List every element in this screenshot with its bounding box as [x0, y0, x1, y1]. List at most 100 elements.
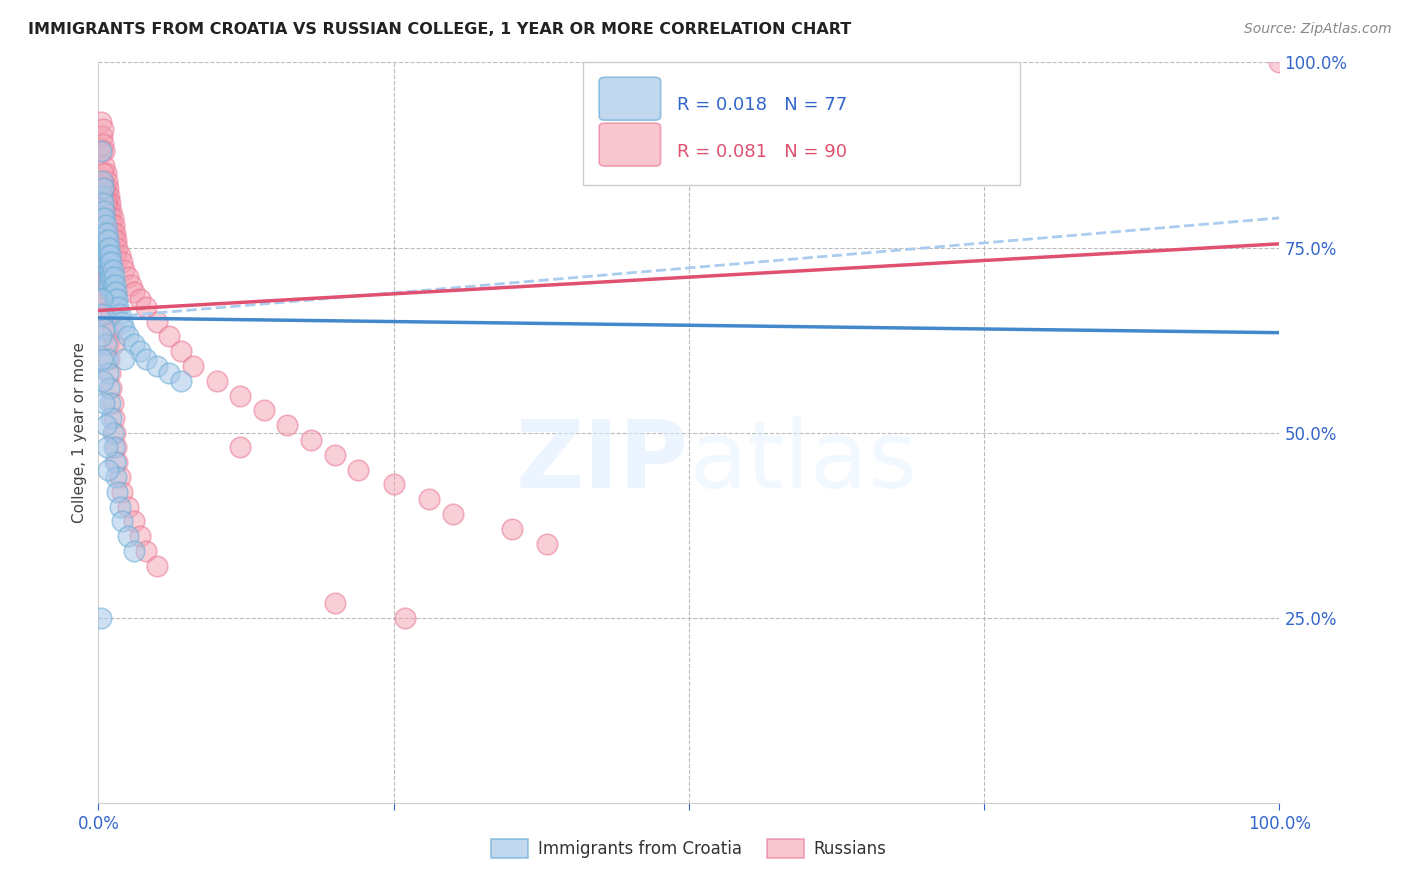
Point [97, 233, 120, 247]
Point [91, 129, 114, 144]
FancyBboxPatch shape [582, 62, 1019, 185]
Point [91, 196, 114, 211]
Point [98, 255, 121, 269]
Point [299, 433, 322, 447]
Point [170, 374, 193, 388]
Point [91, 174, 114, 188]
Point [90, 145, 112, 159]
Point [97, 463, 120, 477]
Point [94, 418, 117, 433]
Point [91, 167, 114, 181]
Point [135, 300, 157, 314]
Point [347, 463, 370, 477]
Point [276, 418, 298, 433]
Point [100, 307, 122, 321]
Point [105, 248, 128, 262]
Point [93, 396, 115, 410]
Point [100, 270, 122, 285]
Point [93, 219, 115, 233]
Point [98, 293, 121, 307]
Point [91, 293, 114, 307]
Point [100, 410, 122, 425]
Point [112, 351, 135, 366]
Text: atlas: atlas [689, 417, 917, 508]
Point [111, 484, 134, 499]
Point [93, 203, 115, 218]
Point [98, 203, 121, 218]
Point [101, 322, 124, 336]
Point [103, 410, 125, 425]
Point [91, 277, 114, 292]
Point [501, 522, 523, 536]
Point [128, 529, 150, 543]
Point [103, 336, 125, 351]
Point [96, 248, 118, 262]
Point [103, 285, 125, 299]
Point [96, 351, 118, 366]
Point [91, 351, 114, 366]
Point [117, 500, 139, 514]
Point [205, 374, 228, 388]
Point [101, 211, 124, 225]
Point [93, 181, 115, 195]
Point [101, 277, 124, 292]
Point [94, 307, 117, 321]
Point [135, 544, 157, 558]
Point [97, 336, 120, 351]
Point [105, 285, 128, 299]
Point [98, 277, 121, 292]
Point [111, 315, 134, 329]
Point [100, 381, 122, 395]
Point [108, 470, 131, 484]
Point [90, 611, 112, 625]
Point [112, 322, 135, 336]
Point [91, 145, 114, 159]
Point [441, 507, 464, 521]
Point [146, 359, 169, 373]
Text: IMMIGRANTS FROM CROATIA VS RUSSIAN COLLEGE, 1 YEAR OR MORE CORRELATION CHART: IMMIGRANTS FROM CROATIA VS RUSSIAN COLLE… [28, 22, 852, 37]
Point [122, 336, 145, 351]
Point [103, 441, 125, 455]
Point [108, 248, 131, 262]
Point [105, 241, 128, 255]
Point [94, 233, 117, 247]
Point [181, 359, 204, 373]
Point [100, 285, 122, 299]
Point [91, 262, 114, 277]
Text: Source: ZipAtlas.com: Source: ZipAtlas.com [1244, 22, 1392, 37]
Text: ZIP: ZIP [516, 417, 689, 508]
Point [107, 300, 129, 314]
Point [108, 500, 131, 514]
Point [97, 262, 120, 277]
Point [91, 136, 114, 151]
Point [122, 515, 145, 529]
Point [253, 403, 276, 417]
Point [111, 255, 134, 269]
Point [103, 219, 125, 233]
Point [100, 255, 122, 269]
Point [103, 233, 125, 247]
Point [105, 455, 128, 469]
Point [93, 322, 115, 336]
Point [101, 425, 124, 440]
Point [93, 293, 115, 307]
Point [97, 277, 120, 292]
Point [103, 270, 125, 285]
Point [108, 307, 131, 321]
Point [93, 255, 115, 269]
Point [101, 262, 124, 277]
Point [94, 336, 117, 351]
Point [91, 374, 114, 388]
Point [105, 470, 128, 484]
Point [93, 211, 115, 225]
Point [323, 448, 346, 462]
Point [104, 455, 127, 469]
Point [1268, 55, 1291, 70]
Point [97, 248, 120, 262]
FancyBboxPatch shape [599, 78, 661, 120]
Point [157, 329, 180, 343]
Point [98, 248, 121, 262]
Point [98, 381, 121, 395]
Point [104, 226, 127, 240]
Point [122, 544, 145, 558]
